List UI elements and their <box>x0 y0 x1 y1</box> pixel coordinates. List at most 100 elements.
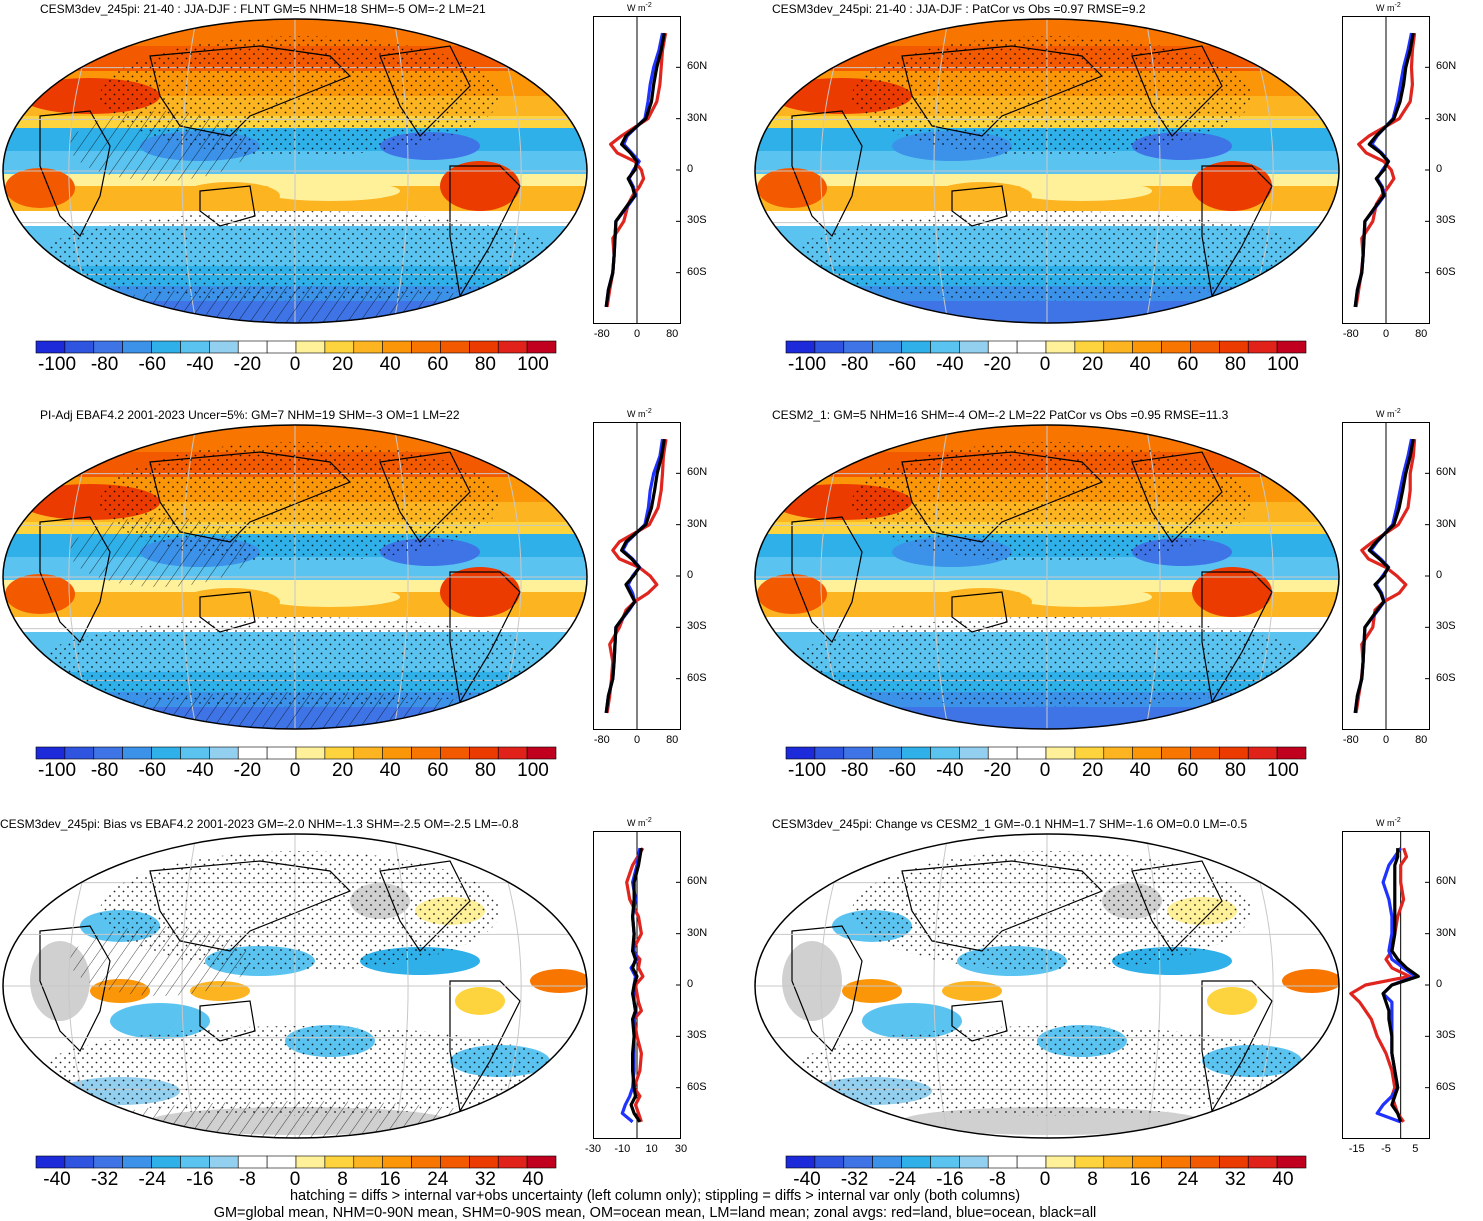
colorbar-swatch <box>122 746 152 760</box>
map <box>2 424 588 730</box>
colorbar-label: 80 <box>474 354 496 375</box>
colorbar-swatch <box>324 340 355 354</box>
units-text: W m <box>627 3 646 13</box>
colorbar-swatch <box>1045 1155 1076 1169</box>
zonal-lat-label: 30S <box>1436 620 1456 633</box>
colorbar-label: 40 <box>1272 1169 1294 1190</box>
colorbar-swatch <box>411 340 441 354</box>
colorbar-swatch <box>93 746 123 760</box>
colorbar-label: 0 <box>289 1169 301 1190</box>
colorbar-label: -100 <box>787 760 827 781</box>
colorbar-label: 8 <box>1087 1169 1098 1190</box>
colorbar-label: -20 <box>983 760 1012 781</box>
colorbar-swatch <box>843 746 873 760</box>
colorbar-swatch <box>1276 746 1307 760</box>
footer-line-2: GM=global mean, NHM=0-90N mean, SHM=0-90… <box>213 1205 1097 1221</box>
colorbar-swatch <box>901 340 931 354</box>
panel-title: CESM3dev_245pi: 21-40 : JJA-DJF : PatCor… <box>772 2 1146 16</box>
colorbar-label: 100 <box>1267 760 1299 781</box>
colorbar-swatch <box>497 1155 528 1169</box>
colorbar-label: -80 <box>90 760 119 781</box>
colorbar-label: -40 <box>43 1169 71 1190</box>
colorbar-swatch <box>1132 1155 1162 1169</box>
colorbar-swatch <box>93 340 123 354</box>
zonal-lat-label: 60N <box>687 466 708 479</box>
zonal-lat-label: 60N <box>1436 466 1457 479</box>
colorbar-label: 60 <box>1177 760 1199 781</box>
panel-title: CESM3dev_245pi: 21-40 : JJA-DJF : FLNT G… <box>40 2 486 16</box>
colorbar-label: -40 <box>186 760 214 781</box>
colorbar-label: 24 <box>1177 1169 1199 1190</box>
colorbar-swatch <box>266 1155 297 1169</box>
colorbar-label: 100 <box>517 760 549 781</box>
colorbar-swatch <box>987 1155 1018 1169</box>
colorbar-swatch <box>1074 340 1105 354</box>
colorbar-swatch <box>1190 340 1220 354</box>
colorbar-swatch <box>324 1155 355 1169</box>
colorbar-swatch <box>35 340 66 354</box>
colorbar-swatch <box>959 1155 989 1169</box>
colorbar-label: -100 <box>37 760 77 781</box>
colorbar-swatch <box>843 1155 873 1169</box>
colorbar-label: -16 <box>186 1169 214 1190</box>
colorbar-label: 40 <box>379 354 401 375</box>
colorbar-swatch <box>151 746 181 760</box>
zonal-lat-label: 30N <box>1436 111 1457 124</box>
zonal-plot <box>1342 422 1430 730</box>
colorbar-swatch <box>1103 340 1133 354</box>
colorbar-label: -100 <box>37 354 77 375</box>
zonal-x-label: -80 <box>1342 734 1359 746</box>
colorbar-swatch <box>1074 1155 1105 1169</box>
colorbar-swatch <box>64 746 95 760</box>
colorbar-label: 0 <box>289 354 301 375</box>
zonal-lat-label: 30S <box>687 620 707 633</box>
zonal-x-label: -5 <box>1381 1143 1391 1155</box>
colorbar-swatch <box>353 340 383 354</box>
zonal-units-label: W m-2 <box>1376 408 1401 419</box>
zonal-x-label: -15 <box>1348 1143 1365 1155</box>
zonal-x-label: 80 <box>666 328 679 340</box>
zonal-units-label: W m-2 <box>1376 2 1401 13</box>
zonal-lat-label: 60N <box>1436 60 1457 73</box>
colorbar-swatch <box>930 340 960 354</box>
colorbar-swatch <box>295 1155 326 1169</box>
zonal-lat-label: 30S <box>687 1029 707 1042</box>
zonal-x-label: 5 <box>1412 1143 1419 1155</box>
colorbar-swatch <box>64 1155 95 1169</box>
colorbar-label: 60 <box>427 354 449 375</box>
zonal-x-label: -80 <box>593 734 610 746</box>
colorbar-swatch <box>237 340 268 354</box>
colorbar-label: -8 <box>238 1169 256 1190</box>
colorbar-swatch <box>209 340 239 354</box>
zonal-all-line <box>629 847 643 1123</box>
panel-title: CESM2_1: GM=5 NHM=16 SHM=-4 OM=-2 LM=22 … <box>772 408 1229 422</box>
colorbar-swatch <box>469 340 499 354</box>
panel-title: CESM3dev_245pi: Bias vs EBAF4.2 2001-202… <box>0 817 519 831</box>
colorbar-label: 0 <box>289 760 301 781</box>
colorbar-label: 100 <box>1267 354 1299 375</box>
units-text: W m <box>1376 818 1395 828</box>
zonal-lat-label: 60S <box>687 671 707 684</box>
colorbar-swatch <box>180 1155 210 1169</box>
zonal-lat-label: 30N <box>1436 517 1457 530</box>
colorbar-label: 24 <box>427 1169 449 1190</box>
colorbar-label: 32 <box>474 1169 496 1190</box>
colorbar-label: 0 <box>1039 354 1051 375</box>
colorbar-label: 20 <box>332 760 354 781</box>
colorbar-label: -40 <box>936 760 964 781</box>
colorbar-swatch <box>1247 1155 1278 1169</box>
zonal-plot <box>1342 16 1430 324</box>
zonal-lat-label: 30S <box>1436 214 1456 227</box>
colorbar-swatch <box>180 340 210 354</box>
units-text: W m <box>627 409 646 419</box>
colorbar-swatch <box>1161 340 1191 354</box>
zonal-lat-label: 30N <box>687 926 708 939</box>
colorbar-swatch <box>151 1155 181 1169</box>
units-exponent: -2 <box>1394 817 1401 824</box>
colorbar-swatch <box>526 1155 557 1169</box>
panel-2: CESM3dev_245pi: 21-40 : JJA-DJF : PatCor… <box>750 0 1483 406</box>
units-exponent: -2 <box>645 817 652 824</box>
colorbar-label: 16 <box>379 1169 401 1190</box>
zonal-x-label: 80 <box>666 734 679 746</box>
zonal-all-line <box>604 32 666 308</box>
